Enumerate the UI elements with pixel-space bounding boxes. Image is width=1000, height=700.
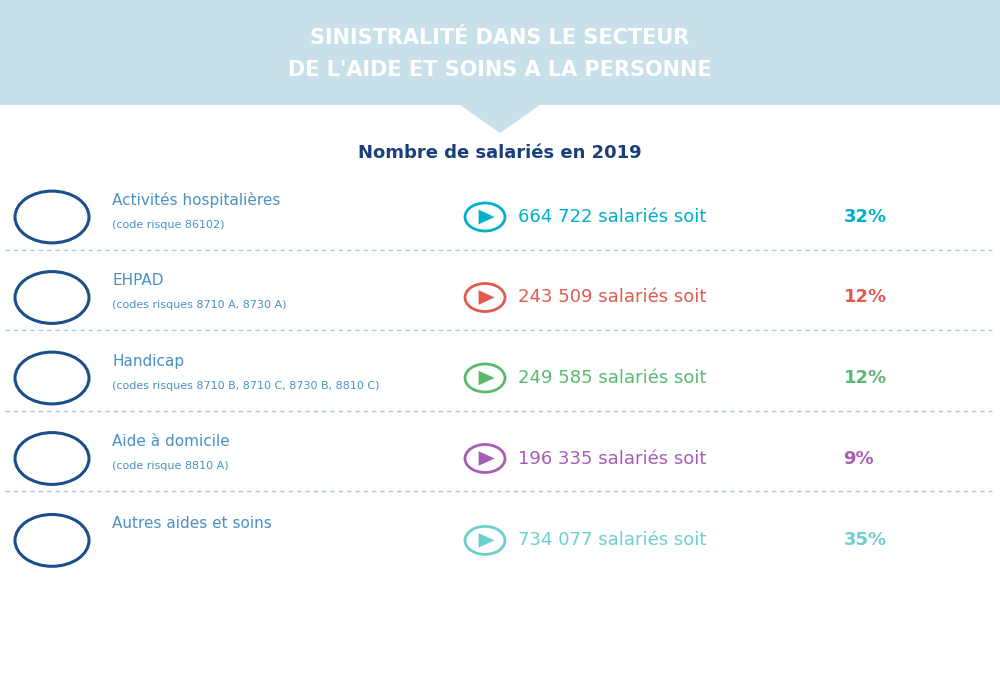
Text: 734 077 salariés soit: 734 077 salariés soit [518, 531, 712, 550]
Polygon shape [479, 452, 495, 466]
FancyBboxPatch shape [0, 0, 1000, 105]
Text: (codes risques 8710 B, 8710 C, 8730 B, 8810 C): (codes risques 8710 B, 8710 C, 8730 B, 8… [112, 381, 380, 391]
Text: (code risque 8810 A): (code risque 8810 A) [112, 461, 229, 471]
Polygon shape [479, 371, 495, 385]
Text: 35%: 35% [844, 531, 887, 550]
Text: 9%: 9% [844, 449, 874, 468]
Text: (codes risques 8710 A, 8730 A): (codes risques 8710 A, 8730 A) [112, 300, 287, 310]
Text: 32%: 32% [844, 208, 887, 226]
Text: 664 722 salariés soit: 664 722 salariés soit [518, 208, 712, 226]
Text: Activités hospitalières: Activités hospitalières [112, 192, 280, 208]
Text: (code risque 86102): (code risque 86102) [112, 220, 224, 230]
Text: Handicap: Handicap [112, 354, 184, 369]
Polygon shape [479, 533, 495, 547]
Text: Aide à domicile: Aide à domicile [112, 435, 230, 449]
Text: EHPAD: EHPAD [112, 274, 164, 288]
Text: 196 335 salariés soit: 196 335 salariés soit [518, 449, 712, 468]
Polygon shape [460, 105, 540, 133]
Text: Autres aides et soins: Autres aides et soins [112, 517, 272, 531]
Polygon shape [479, 290, 495, 304]
Text: DE L'AIDE ET SOINS A LA PERSONNE: DE L'AIDE ET SOINS A LA PERSONNE [288, 60, 712, 80]
Text: 243 509 salariés soit: 243 509 salariés soit [518, 288, 712, 307]
Text: 12%: 12% [844, 369, 887, 387]
Text: SINISTRALITÉ DANS LE SECTEUR: SINISTRALITÉ DANS LE SECTEUR [310, 29, 690, 48]
Text: 12%: 12% [844, 288, 887, 307]
Polygon shape [479, 210, 495, 224]
Text: 249 585 salariés soit: 249 585 salariés soit [518, 369, 712, 387]
Text: Nombre de salariés en 2019: Nombre de salariés en 2019 [358, 144, 642, 162]
